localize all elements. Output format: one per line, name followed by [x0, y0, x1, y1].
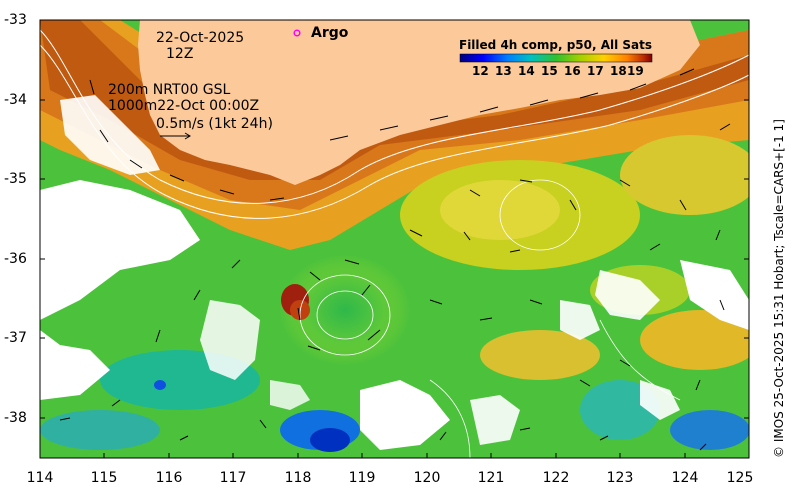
credit-text: © IMOS 25-Oct-2025 15:31 Hobart; Tscale=…: [772, 119, 786, 458]
lat-tick-label: -38: [4, 410, 27, 426]
contour-note-200m: 200m NRT00 GSL: [108, 82, 231, 98]
argo-legend-label: Argo: [311, 25, 349, 41]
lat-tick-label: -35: [4, 171, 27, 187]
time-label: 12Z: [166, 46, 194, 62]
lon-tick-label: 123: [606, 470, 634, 486]
colorbar-tick: 13: [495, 64, 512, 78]
colorbar-tick: 18: [610, 64, 627, 78]
colorbar-tick: 17: [587, 64, 604, 78]
lon-tick-label: 125: [726, 470, 754, 486]
colorbar-tick: 14: [518, 64, 535, 78]
lon-tick-label: 115: [90, 470, 118, 486]
lat-tick-label: -37: [4, 330, 27, 346]
lon-tick-label: 121: [477, 470, 505, 486]
vector-scale-label: 0.5m/s (1kt 24h): [156, 116, 273, 132]
scale-arrow-icon: [160, 132, 191, 140]
colorbar: [459, 53, 653, 63]
lat-tick-label: -36: [4, 251, 27, 267]
sst-field: [40, 20, 749, 458]
lon-tick-label: 118: [284, 470, 312, 486]
contour-note-1000m: 1000m22-Oct 00:00Z: [108, 98, 260, 114]
colorbar-tick: 16: [564, 64, 581, 78]
colorbar-title: Filled 4h comp, p50, All Sats: [459, 38, 653, 52]
colorbar-tick: 15: [541, 64, 558, 78]
argo-marker-icon: [293, 29, 301, 37]
plot-frame: [39, 19, 750, 459]
lon-tick-label: 116: [155, 470, 183, 486]
lon-tick-label: 122: [542, 470, 570, 486]
lon-tick-label: 119: [348, 470, 376, 486]
date-label: 22-Oct-2025: [156, 30, 245, 46]
lat-tick-marks: [40, 19, 749, 419]
lon-tick-label: 120: [413, 470, 441, 486]
lon-tick-marks: [39, 453, 750, 458]
colorbar-tick: 19: [627, 64, 644, 78]
lon-tick-label: 114: [26, 470, 54, 486]
lon-tick-label: 124: [671, 470, 699, 486]
colorbar-tick: 12: [472, 64, 489, 78]
current-vectors: [59, 68, 731, 451]
lat-tick-label: -34: [4, 92, 27, 108]
lon-tick-label: 117: [219, 470, 247, 486]
lat-tick-label: -33: [4, 12, 27, 28]
